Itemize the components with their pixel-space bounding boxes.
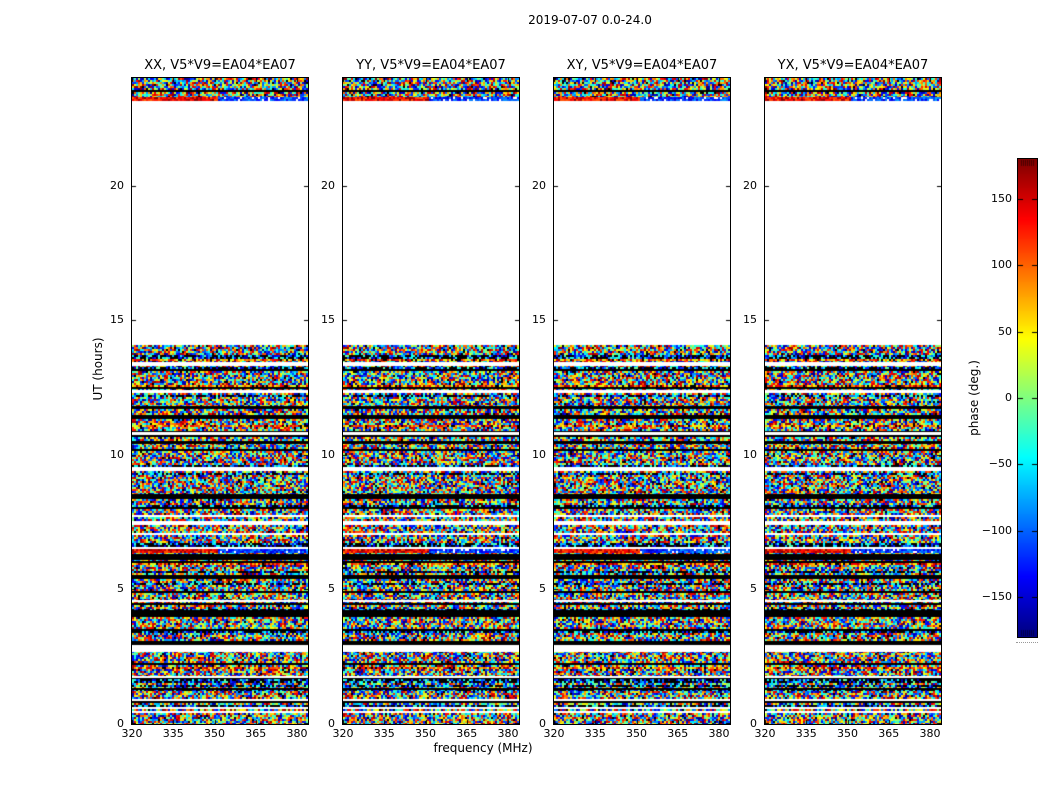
heatmap-panel-yx <box>764 77 942 725</box>
y-tick-label: 15 <box>110 313 124 327</box>
y-tick-label: 10 <box>743 447 757 461</box>
y-tick-label: 5 <box>117 582 124 596</box>
heatmap-panel-xx <box>131 77 309 725</box>
colorbar-end-marks <box>1016 642 1038 643</box>
x-tick-label: 320 <box>121 727 143 740</box>
x-tick-label: 365 <box>245 727 267 740</box>
y-axis-label: UT (hours) <box>91 337 105 401</box>
x-tick-label: 320 <box>754 727 776 740</box>
y-tick-label: 15 <box>321 313 335 327</box>
figure-title: 2019-07-07 0.0-24.0 <box>528 13 652 27</box>
colorbar-tick-label: 150 <box>991 191 1012 205</box>
heatmap-panel-xy <box>553 77 731 725</box>
x-tick-label: 335 <box>373 727 395 740</box>
y-tick-label: 0 <box>328 717 335 730</box>
panel-title: YX, V5*V9=EA04*EA07 <box>777 58 929 73</box>
y-tick-label: 0 <box>750 717 757 730</box>
y-tick-label: 0 <box>117 717 124 730</box>
x-tick-label: 350 <box>204 727 225 740</box>
y-tick-label: 15 <box>743 313 757 327</box>
x-axis-label: frequency (MHz) <box>433 741 533 755</box>
y-tick-label: 20 <box>321 178 335 192</box>
panel-title: XY, V5*V9=EA04*EA07 <box>566 58 718 73</box>
x-tick-label: 365 <box>667 727 689 740</box>
x-tick-label: 335 <box>584 727 606 740</box>
y-tick-label: 5 <box>750 582 757 596</box>
x-tick-label: 380 <box>708 727 730 740</box>
x-tick-label: 380 <box>286 727 308 740</box>
y-tick-label: 5 <box>328 582 335 596</box>
x-tick-label: 365 <box>456 727 478 740</box>
x-tick-label: 335 <box>795 727 817 740</box>
colorbar-tick-label: 50 <box>998 324 1012 338</box>
heatmap-panel-yy <box>342 77 520 725</box>
colorbar-tick-label: −100 <box>981 523 1012 537</box>
colorbar-tick-label: 0 <box>1005 391 1012 404</box>
y-tick-label: 0 <box>539 717 546 730</box>
x-tick-label: 350 <box>837 727 858 740</box>
x-tick-label: 350 <box>626 727 647 740</box>
panel-title: XX, V5*V9=EA04*EA07 <box>144 58 296 73</box>
colorbar-tick-label: −50 <box>988 457 1012 471</box>
x-tick-label: 320 <box>543 727 565 740</box>
x-tick-label: 320 <box>332 727 354 740</box>
y-tick-label: 10 <box>110 447 124 461</box>
colorbar-gradient <box>1017 158 1038 638</box>
x-tick-label: 335 <box>162 727 184 740</box>
y-tick-label: 20 <box>532 178 546 192</box>
y-tick-label: 15 <box>532 313 546 327</box>
colorbar-tick-label: 100 <box>991 258 1012 272</box>
y-tick-label: 5 <box>539 582 546 596</box>
y-tick-label: 20 <box>110 178 124 192</box>
x-tick-label: 350 <box>415 727 436 740</box>
y-tick-label: 20 <box>743 178 757 192</box>
x-tick-label: 365 <box>878 727 900 740</box>
y-tick-label: 10 <box>321 447 335 461</box>
panel-title: YY, V5*V9=EA04*EA07 <box>356 58 506 73</box>
y-tick-label: 10 <box>532 447 546 461</box>
colorbar-tick-label: −150 <box>981 590 1012 604</box>
x-tick-label: 380 <box>497 727 519 740</box>
x-tick-label: 380 <box>919 727 941 740</box>
